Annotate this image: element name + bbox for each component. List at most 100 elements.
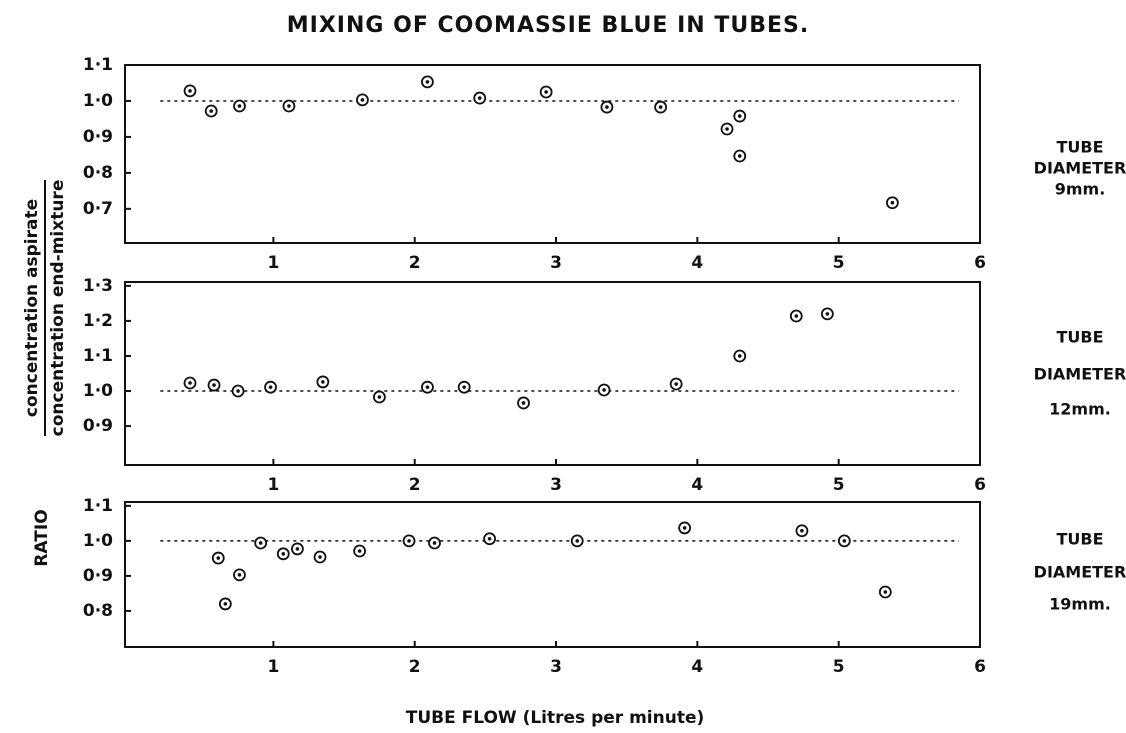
point <box>720 122 734 136</box>
point-dot <box>602 388 606 392</box>
point-dot <box>477 96 482 100</box>
point <box>795 524 809 538</box>
point <box>789 309 803 323</box>
point <box>517 396 530 410</box>
point-dot <box>794 314 799 318</box>
chart-title: MIXING OF COOMASSIE BLUE IN TUBES. <box>287 13 809 38</box>
point-dot <box>800 528 804 533</box>
x-axis-label: TUBE FLOW (Litres per minute) <box>406 708 705 728</box>
point <box>254 536 268 550</box>
point-dot <box>544 90 548 94</box>
x-tick-label: 2 <box>409 475 421 495</box>
point-dot <box>209 109 214 113</box>
point <box>473 91 487 105</box>
point <box>183 376 197 390</box>
x-tick-label: 2 <box>409 657 421 677</box>
point-dot <box>212 383 216 387</box>
point <box>282 99 296 113</box>
point <box>204 104 218 118</box>
point <box>539 85 553 99</box>
panel-label: DIAMETER <box>1034 159 1126 178</box>
y-tick-label: 1·0 <box>83 91 113 111</box>
y-tick-label: 1·2 <box>83 311 113 331</box>
panel-label: TUBE <box>1056 328 1103 347</box>
plot-frame <box>124 501 981 648</box>
x-tick-label: 6 <box>974 253 986 273</box>
y-tick-label: 0·8 <box>83 163 113 183</box>
point <box>885 196 899 210</box>
y-tick-label: 1·0 <box>83 381 113 401</box>
panel-label: TUBE <box>1056 530 1103 549</box>
point <box>733 349 747 363</box>
point-dot <box>432 541 437 545</box>
x-tick-label: 1 <box>267 657 279 677</box>
point <box>233 99 246 113</box>
point <box>183 84 197 98</box>
point-dot <box>237 104 242 108</box>
plot-frame <box>124 281 981 466</box>
point <box>207 378 221 392</box>
y-tick-label: 1·1 <box>83 55 113 75</box>
point <box>428 536 441 550</box>
point <box>372 390 386 404</box>
point-dot <box>605 105 609 109</box>
y-tick-label: 1·0 <box>83 531 113 551</box>
point <box>291 542 304 556</box>
point <box>264 380 277 394</box>
point <box>597 383 611 397</box>
point <box>356 93 369 107</box>
x-tick-label: 4 <box>691 253 703 273</box>
point <box>733 109 747 123</box>
point-dot <box>318 555 322 559</box>
point <box>211 551 225 565</box>
point <box>570 534 584 548</box>
point <box>837 534 851 548</box>
point <box>353 544 366 558</box>
point-dot <box>236 389 240 393</box>
point-dot <box>407 539 411 543</box>
point-dot <box>258 541 263 545</box>
point-dot <box>188 89 192 93</box>
point-dot <box>521 401 526 405</box>
y-tick-label: 0·9 <box>83 416 113 436</box>
point-dot <box>425 80 430 84</box>
point <box>231 384 245 398</box>
point-dot <box>682 526 687 530</box>
point-dot <box>188 381 192 385</box>
y-tick-label: 0·7 <box>83 199 113 219</box>
point <box>483 532 497 546</box>
point-dot <box>237 573 242 577</box>
point-dot <box>360 98 365 102</box>
y-tick-label: 0·8 <box>83 601 113 621</box>
panel-label: TUBE <box>1056 138 1103 157</box>
y-tick-label: 1·1 <box>83 346 113 366</box>
panel-label: 19mm. <box>1049 595 1111 614</box>
y-tick-label: 0·9 <box>83 566 113 586</box>
y-label-ratio: RATIO <box>32 509 52 566</box>
x-tick-label: 6 <box>974 475 986 495</box>
point <box>820 307 834 321</box>
point <box>313 550 327 564</box>
point-dot <box>216 556 221 560</box>
point-dot <box>281 552 286 556</box>
panel-label: DIAMETER <box>1034 365 1126 384</box>
panel-label: 9mm. <box>1055 180 1106 199</box>
point-dot <box>674 382 678 386</box>
x-tick-label: 5 <box>833 657 845 677</box>
point-dot <box>737 354 742 358</box>
point-dot <box>658 105 663 109</box>
x-tick-label: 2 <box>409 253 421 273</box>
point <box>678 521 692 535</box>
point <box>276 547 290 561</box>
point-dot <box>737 114 742 118</box>
x-tick-label: 6 <box>974 657 986 677</box>
x-tick-label: 5 <box>833 475 845 495</box>
point-dot <box>883 590 888 594</box>
point-dot <box>295 547 300 551</box>
y-tick-label: 0·9 <box>83 127 113 147</box>
plot-frame <box>124 64 981 244</box>
point <box>669 377 683 391</box>
x-tick-label: 4 <box>691 657 703 677</box>
point <box>878 585 892 599</box>
